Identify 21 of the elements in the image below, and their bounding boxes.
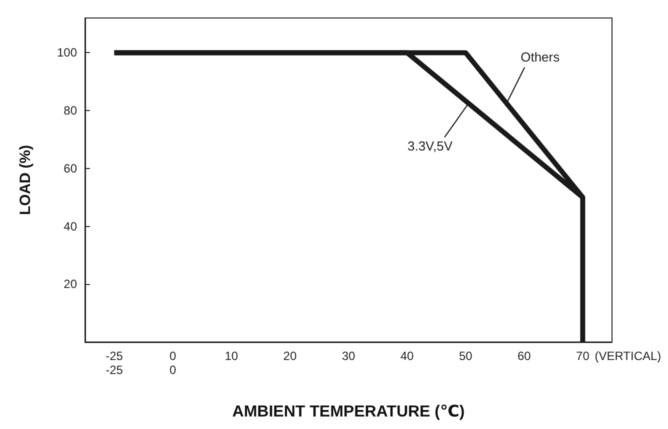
x-tick-label: 20 [283,349,297,363]
x-tick-label: 50 [458,349,473,363]
x-tick-label: 30 [342,349,356,363]
x-axis-title: AMBIENT TEMPERATURE (℃) [232,404,465,420]
y-tick-label: 20 [64,277,78,292]
y-tick-label: 100 [56,46,78,60]
text: (VERTICAL) [594,349,662,363]
x-tick-label: 60 [517,349,532,363]
x-tick-label: 10 [224,349,238,363]
text: 3.3V,5V [407,138,453,154]
y-tick-label: 40 [64,219,78,234]
x-tick-label: -25 [106,349,124,363]
y-axis-title: LOAD (%) [17,145,34,215]
y-tick-label: 60 [64,161,78,176]
text: 0 [169,363,176,377]
x-tick-label: 0 [169,349,176,363]
y-tick-label: 80 [64,104,78,118]
text: Others [520,49,560,64]
x-tick-label: 70 [576,349,590,363]
text: -25 [106,363,124,377]
x-tick-label: 40 [400,349,414,363]
